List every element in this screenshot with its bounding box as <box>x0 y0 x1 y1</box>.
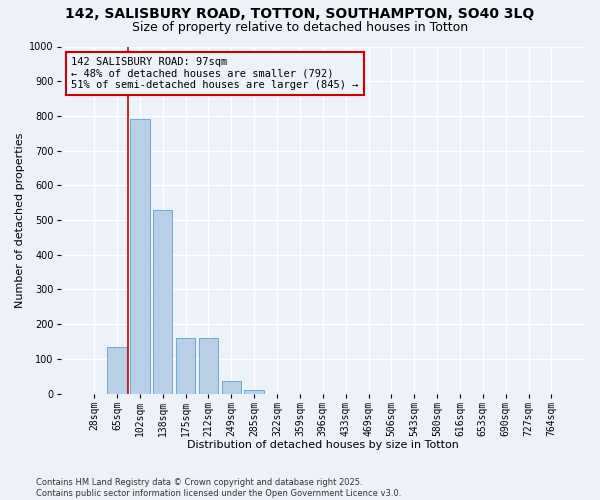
Text: Contains HM Land Registry data © Crown copyright and database right 2025.
Contai: Contains HM Land Registry data © Crown c… <box>36 478 401 498</box>
Bar <box>153 210 172 394</box>
Y-axis label: Number of detached properties: Number of detached properties <box>15 132 25 308</box>
X-axis label: Distribution of detached houses by size in Totton: Distribution of detached houses by size … <box>187 440 459 450</box>
Bar <box>244 390 264 394</box>
Bar <box>176 338 196 394</box>
Text: Size of property relative to detached houses in Totton: Size of property relative to detached ho… <box>132 21 468 34</box>
Bar <box>107 347 127 394</box>
Text: 142, SALISBURY ROAD, TOTTON, SOUTHAMPTON, SO40 3LQ: 142, SALISBURY ROAD, TOTTON, SOUTHAMPTON… <box>65 8 535 22</box>
Bar <box>221 382 241 394</box>
Text: 142 SALISBURY ROAD: 97sqm
← 48% of detached houses are smaller (792)
51% of semi: 142 SALISBURY ROAD: 97sqm ← 48% of detac… <box>71 57 359 90</box>
Bar <box>130 120 149 394</box>
Bar <box>199 338 218 394</box>
